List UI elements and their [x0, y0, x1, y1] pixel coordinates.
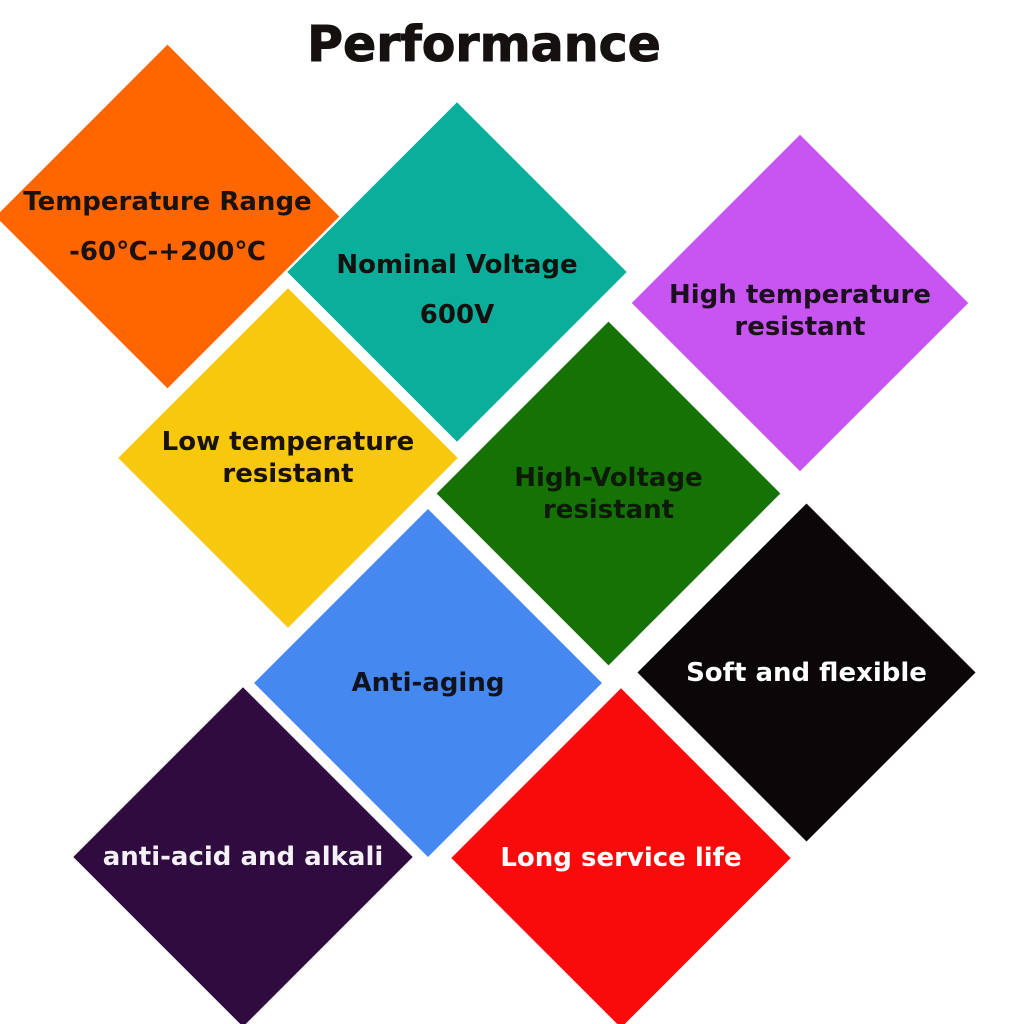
- diamond-label-line: Long service life: [500, 842, 742, 873]
- diamond-label-line: High-Voltage: [514, 462, 703, 492]
- diamond-label: Temperature Range -60℃-+200℃: [23, 186, 311, 268]
- diamond-content: anti-acid and alkali: [63, 677, 423, 1024]
- diamond-label-line: Nominal Voltage: [336, 250, 578, 280]
- diamond-content: Long service life: [441, 678, 801, 1024]
- diamond-label-line: Low temperature: [161, 426, 415, 457]
- diamond-label: anti-acid and alkali: [103, 841, 384, 874]
- diamond-anti-acid-and-alkali: anti-acid and alkali: [73, 687, 413, 1024]
- diamond-long-service-life: Long service life: [451, 688, 791, 1024]
- page-title: Performance: [307, 16, 662, 74]
- diamond-label: Low temperature resistant: [162, 426, 415, 491]
- diamond-label-line: resistant: [222, 459, 354, 489]
- diamond-label: Long service life: [500, 842, 741, 875]
- diamond-label-line: -60℃-+200℃: [69, 236, 266, 266]
- diamond-label-line: Temperature Range: [23, 186, 312, 217]
- diamond-label-line: anti-acid and alkali: [102, 841, 384, 872]
- diamond-label-line: High temperature: [668, 279, 931, 310]
